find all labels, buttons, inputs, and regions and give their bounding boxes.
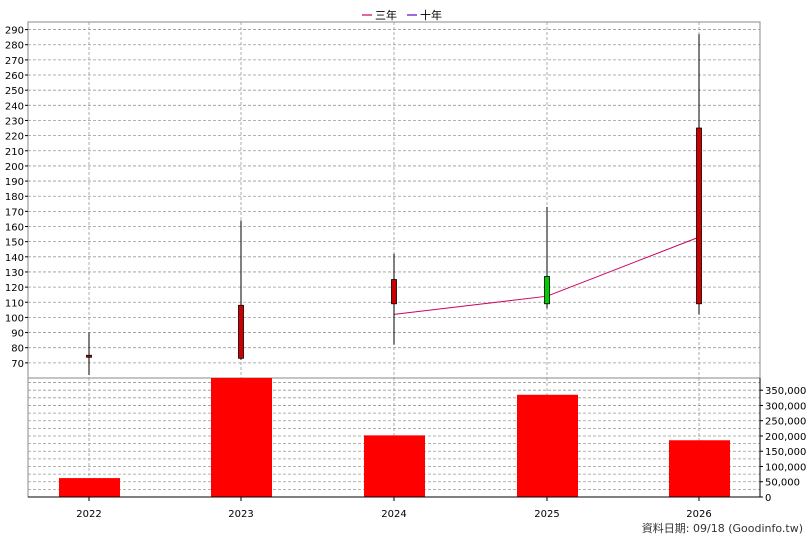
candle-body-2025 [544, 276, 550, 305]
volume-tick-label-350000: 350,000 [765, 386, 806, 397]
candle-body-2023 [238, 304, 244, 359]
volume-bar-2024 [364, 435, 425, 497]
price-tick-label-270: 270 [5, 56, 24, 67]
candle-body-2024 [391, 279, 397, 305]
price-tick-label-250: 250 [5, 86, 24, 97]
price-tick-label-100: 100 [5, 313, 24, 324]
volume-tick-label-0: 0 [765, 493, 771, 504]
x-tick-label-2024: 2024 [381, 509, 406, 520]
price-tick-label-180: 180 [5, 192, 24, 203]
price-tick-label-290: 290 [5, 26, 24, 37]
candle-body-2026 [696, 127, 702, 305]
x-tick-label-2026: 2026 [686, 509, 711, 520]
price-tick-label-200: 200 [5, 162, 24, 173]
candle-body-2022 [86, 354, 92, 358]
volume-tick-label-200000: 200,000 [765, 432, 806, 443]
price-tick-label-140: 140 [5, 253, 24, 264]
price-tick-label-150: 150 [5, 238, 24, 249]
volume-bar-2025 [517, 394, 578, 497]
price-panel: 70 80 90 100 110 120 130 140 150 160 170 180 190 200 2… [5, 21, 761, 379]
volume-tick-label-150000: 150,000 [765, 447, 806, 458]
volume-bar-2023 [211, 378, 272, 497]
price-tick-label-230: 230 [5, 116, 24, 127]
price-tick-label-110: 110 [5, 298, 24, 309]
volume-tick-label-50000: 50,000 [765, 478, 800, 489]
legend-label-1: 十年 [420, 8, 442, 22]
volume-tick-label-300000: 300,000 [765, 401, 806, 412]
price-tick-label-80: 80 [11, 344, 24, 355]
price-tick-label-220: 220 [5, 132, 24, 143]
legend: 三年 十年 [362, 8, 442, 22]
x-tick-label-2023: 2023 [228, 509, 253, 520]
volume-bar-2026 [669, 440, 730, 497]
price-tick-label-210: 210 [5, 147, 24, 158]
x-axis: 2022 2023 2024 2025 2026 [28, 496, 760, 520]
volume-bar-2022 [59, 478, 120, 497]
price-tick-label-90: 90 [11, 329, 24, 340]
price-tick-label-170: 170 [5, 207, 24, 218]
price-tick-label-130: 130 [5, 268, 24, 279]
volume-panel: 0 50,000 100,000 150,000 200,000 250,000 300,0… [27, 377, 806, 504]
data-date-footer: 資料日期: 09/18 (Goodinfo.tw) [642, 521, 803, 535]
legend-label-0: 三年 [375, 8, 397, 22]
x-tick-label-2025: 2025 [534, 509, 559, 520]
price-tick-label-120: 120 [5, 283, 24, 294]
price-tick-label-260: 260 [5, 71, 24, 82]
price-tick-label-240: 240 [5, 101, 24, 112]
x-tick-label-2022: 2022 [76, 509, 101, 520]
price-tick-label-190: 190 [5, 177, 24, 188]
price-tick-label-160: 160 [5, 223, 24, 234]
price-tick-label-280: 280 [5, 41, 24, 52]
volume-tick-label-100000: 100,000 [765, 462, 806, 473]
price-tick-label-70: 70 [11, 359, 24, 370]
volume-tick-label-250000: 250,000 [765, 417, 806, 428]
